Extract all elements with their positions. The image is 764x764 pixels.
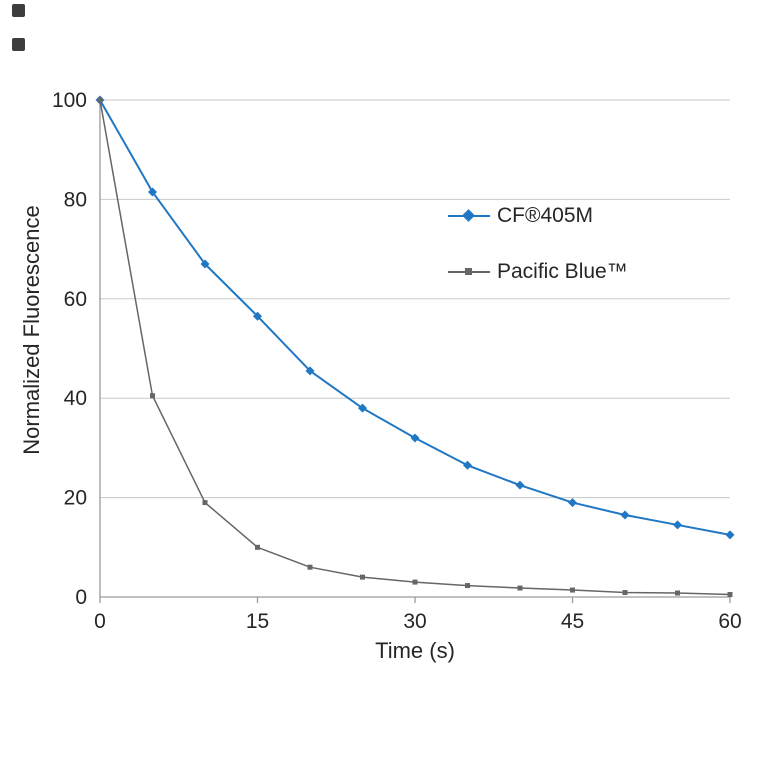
- series-line-pacific-blue: [99, 99, 731, 596]
- data-point-square: [675, 590, 680, 596]
- data-point-diamond: [358, 403, 367, 413]
- data-point-diamond: [568, 498, 577, 508]
- data-point-square: [97, 97, 103, 103]
- legend: CF®405M Pacific Blue™: [448, 202, 628, 314]
- data-point-square: [465, 583, 470, 589]
- data-point-diamond: [305, 366, 315, 376]
- data-point-square: [727, 592, 733, 598]
- x-axis-title: Time (s): [375, 638, 455, 663]
- x-tick-label: 0: [94, 610, 106, 633]
- data-point-diamond: [148, 187, 157, 197]
- data-point-square: [360, 574, 365, 580]
- data-point-diamond: [725, 530, 735, 540]
- data-point-square: [150, 393, 155, 399]
- legend-item-cf405m: CF®405M: [448, 202, 628, 230]
- corner-mark-top: [12, 4, 25, 17]
- diamond-marker-icon: [448, 208, 490, 224]
- y-tick-label: 20: [64, 487, 87, 510]
- y-tick-label: 60: [64, 288, 87, 311]
- legend-item-pacific-blue: Pacific Blue™: [448, 258, 628, 286]
- legend-label-pacific-blue: Pacific Blue™: [497, 260, 628, 283]
- data-point-square: [412, 579, 418, 585]
- data-point-diamond: [673, 520, 682, 530]
- legend-shape: [465, 268, 472, 275]
- y-tick-label: 80: [64, 188, 87, 211]
- x-tick-label: 30: [403, 610, 426, 633]
- y-tick-label: 40: [64, 387, 87, 410]
- legend-label-cf405m: CF®405M: [497, 204, 593, 227]
- x-tick-label: 60: [718, 610, 741, 633]
- y-axis-title: Normalized Fluorescence: [19, 205, 44, 455]
- data-point-diamond: [620, 510, 630, 520]
- legend-shape: [462, 209, 475, 222]
- data-point-square: [570, 587, 575, 593]
- data-point-diamond: [463, 460, 472, 470]
- data-point-square: [255, 544, 260, 550]
- data-point-diamond: [515, 480, 525, 490]
- data-point-diamond: [410, 433, 420, 443]
- corner-mark-bottom: [12, 38, 25, 51]
- y-tick-label: 100: [52, 89, 87, 112]
- data-point-diamond: [200, 259, 210, 269]
- square-marker-icon: [448, 264, 490, 280]
- data-point-square: [622, 590, 628, 596]
- data-point-square: [202, 500, 208, 506]
- data-point-diamond: [253, 311, 262, 321]
- data-point-square: [517, 585, 523, 591]
- series-line-cf405m: [99, 99, 731, 536]
- y-tick-label: 0: [75, 586, 87, 609]
- x-tick-label: 45: [561, 610, 584, 633]
- x-tick-label: 15: [246, 610, 269, 633]
- data-point-square: [307, 564, 313, 570]
